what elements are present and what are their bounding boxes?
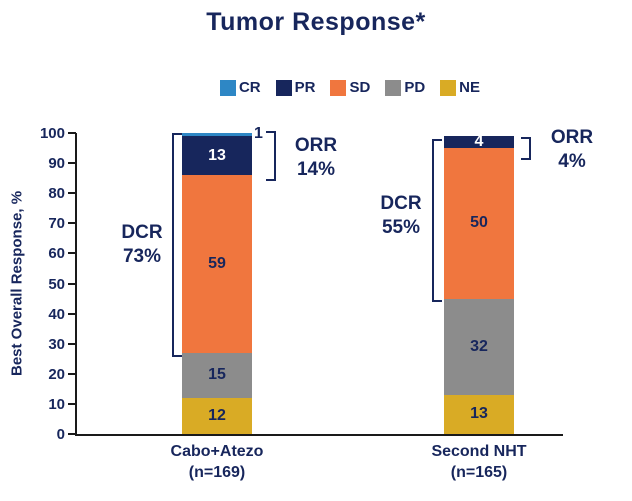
legend-swatch-pd [385, 79, 402, 96]
bar-cabo-atezo: 13 59 15 12 [182, 133, 252, 434]
dcr-value-right: 55% [381, 216, 421, 238]
legend-item-pd: PD [385, 79, 425, 96]
segment-value-label: 50 [470, 214, 488, 232]
bar-second-nht: 4 50 32 13 [444, 133, 514, 434]
chart-title: Tumor Response* [206, 8, 426, 36]
orr-label-right: ORR [550, 127, 594, 148]
legend-item-ne: NE [440, 79, 480, 96]
orr-label-left: ORR [294, 135, 338, 156]
y-tick-mark [68, 162, 76, 165]
y-tick-label: 10 [48, 395, 65, 413]
segment-value-label: 15 [208, 366, 226, 384]
dcr-bracket-right [432, 139, 442, 302]
legend-label: PD [404, 79, 426, 96]
legend: CR PR SD PD NE [120, 79, 580, 96]
y-tick-label: 40 [48, 305, 65, 323]
dcr-annotation-right: DCR 55% [356, 192, 446, 240]
dcr-value-left: 73% [122, 245, 162, 267]
legend-item-pr: PR [275, 79, 316, 96]
y-tick-label: 80 [48, 185, 65, 203]
x-label-line1: Second NHT [431, 443, 527, 460]
y-axis-title: Best Overall Response, % [8, 190, 26, 377]
y-tick-mark [68, 192, 76, 195]
orr-value-left: 14% [296, 158, 336, 180]
bar-segment-sd: 50 [444, 148, 514, 299]
y-tick-mark [68, 222, 76, 225]
bar-segment-sd: 59 [182, 175, 252, 353]
x-label-line2: (n=165) [450, 463, 508, 481]
segment-value-label: 13 [208, 146, 226, 164]
cr-value-callout: 1 [254, 125, 263, 142]
y-tick-label: 100 [39, 125, 65, 142]
legend-swatch-ne [440, 79, 457, 96]
bar-segment-ne: 13 [444, 394, 514, 434]
segment-value-label: 12 [208, 406, 226, 424]
orr-bracket-left [266, 131, 276, 181]
y-tick-mark [68, 402, 76, 405]
legend-item-cr: CR [219, 79, 261, 96]
y-tick-mark [68, 372, 76, 375]
orr-annotation-right: ORR 4% [532, 126, 612, 174]
y-tick-label: 50 [48, 275, 65, 293]
legend-label: SD [349, 79, 371, 96]
segment-value-label: 59 [208, 254, 226, 272]
y-tick-mark [68, 433, 76, 435]
bar-segment-pd: 32 [444, 298, 514, 395]
dcr-annotation-left: DCR 73% [97, 221, 187, 269]
legend-label: CR [238, 79, 261, 96]
legend-swatch-pr [275, 79, 292, 96]
bar-segment-cr [182, 133, 252, 137]
bar-segment-ne: 12 [182, 397, 252, 434]
legend-item-sd: SD [330, 79, 370, 96]
bar-segment-pr: 13 [182, 136, 252, 176]
x-label-line1: Cabo+Atezo [170, 443, 264, 460]
x-label-second-nht: Second NHT (n=165) [399, 442, 559, 484]
x-label-line2: (n=169) [188, 463, 246, 481]
y-tick-label: 30 [48, 335, 65, 353]
bar-segment-pd: 15 [182, 352, 252, 398]
orr-value-right: 4% [558, 150, 586, 172]
dcr-label-left: DCR [121, 222, 163, 243]
legend-swatch-cr [219, 79, 236, 96]
y-tick-label: 20 [48, 365, 65, 383]
segment-value-label: 32 [470, 337, 488, 355]
y-tick-label: 0 [56, 426, 65, 443]
dcr-label-right: DCR [380, 193, 422, 214]
legend-swatch-sd [330, 79, 347, 96]
y-tick-mark [68, 252, 76, 255]
y-tick-mark [68, 342, 76, 345]
y-tick-mark [68, 312, 76, 315]
x-label-cabo-atezo: Cabo+Atezo (n=169) [137, 442, 297, 484]
dcr-bracket-left [172, 133, 182, 357]
segment-value-label: 13 [470, 405, 488, 423]
legend-label: PR [294, 79, 316, 96]
orr-annotation-left: ORR 14% [280, 134, 352, 182]
y-tick-mark [68, 132, 76, 134]
y-tick-mark [68, 282, 76, 285]
bar-segment-pr: 4 [444, 133, 514, 151]
y-tick-label: 60 [48, 245, 65, 263]
plot-area: 0 10 20 30 40 50 60 70 80 90 100 13 59 15 12 4 50 32 13 … [40, 125, 593, 481]
y-tick-label: 70 [48, 215, 65, 233]
segment-value-label: 4 [474, 133, 484, 151]
legend-label: NE [459, 79, 481, 96]
y-tick-label: 90 [48, 155, 65, 173]
orr-bracket-right [521, 137, 531, 160]
